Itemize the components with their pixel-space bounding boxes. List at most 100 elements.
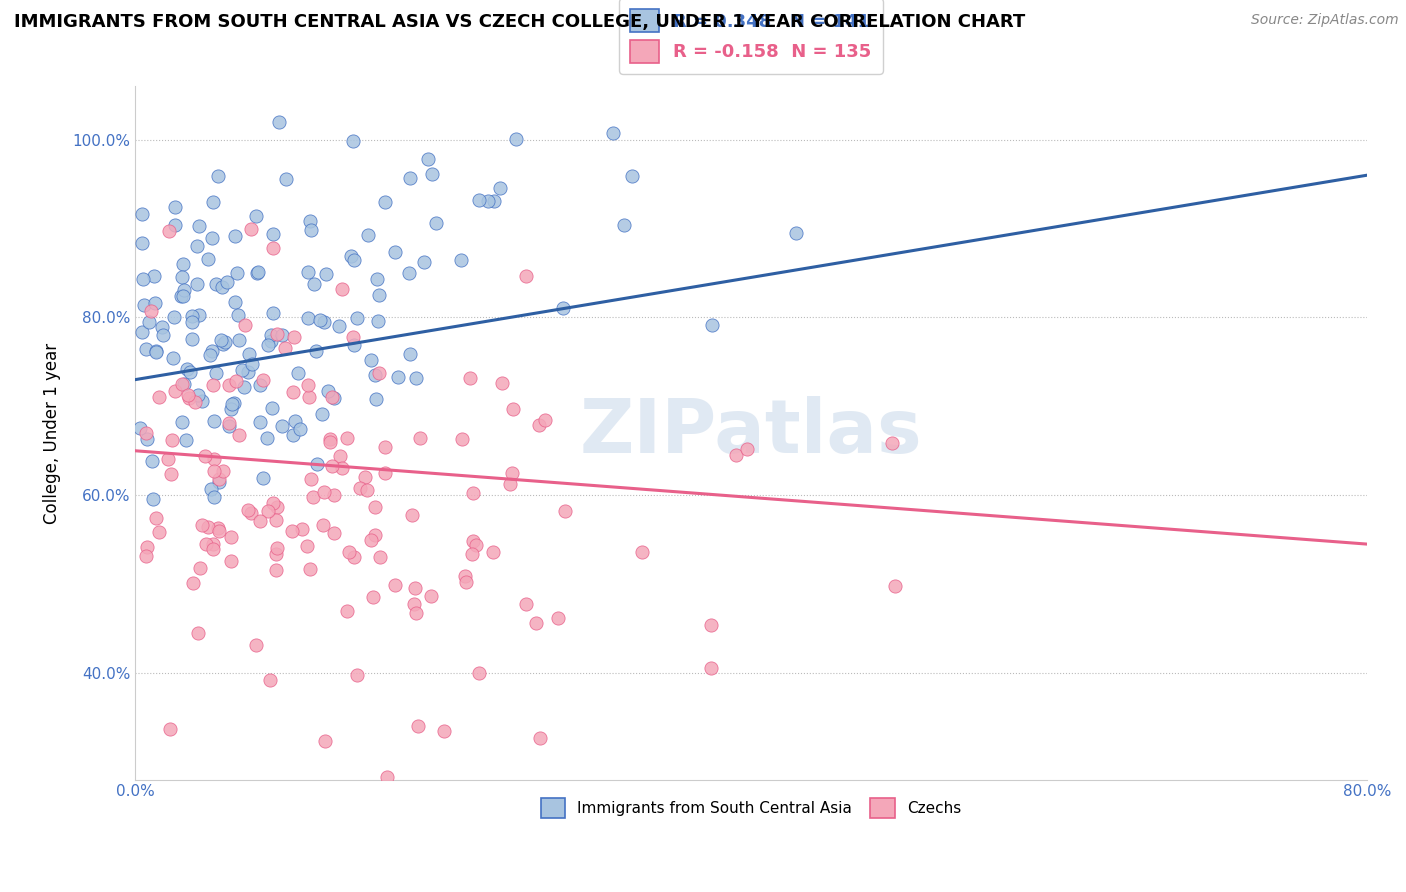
Point [785, 227, 807, 241]
Point [211, 464, 233, 478]
Point [311, 408, 333, 422]
Point [283, 330, 305, 344]
Point [602, 126, 624, 140]
Point [463, 485, 485, 500]
Point [321, 458, 343, 473]
Point [547, 611, 569, 625]
Point [139, 303, 162, 318]
Point [187, 219, 209, 233]
Point [880, 436, 903, 450]
Point [201, 542, 224, 557]
Point [461, 547, 484, 561]
Point [364, 528, 387, 542]
Point [232, 380, 254, 394]
Point [323, 487, 346, 501]
Point [374, 440, 396, 454]
Point [183, 395, 205, 409]
Point [212, 336, 235, 351]
Point [725, 448, 748, 462]
Point [468, 194, 491, 208]
Point [529, 731, 551, 745]
Point [205, 277, 228, 291]
Point [735, 442, 758, 457]
Point [384, 577, 406, 591]
Point [297, 265, 319, 279]
Point [260, 328, 283, 343]
Point [316, 384, 339, 399]
Point [477, 194, 499, 209]
Point [402, 597, 425, 611]
Point [225, 374, 247, 388]
Point [170, 376, 193, 391]
Point [264, 513, 287, 527]
Point [245, 638, 267, 652]
Point [181, 576, 204, 591]
Point [308, 313, 330, 327]
Point [529, 417, 551, 432]
Text: ZIPatlas: ZIPatlas [579, 396, 922, 469]
Point [157, 452, 180, 467]
Point [135, 426, 157, 441]
Point [456, 574, 478, 589]
Point [266, 547, 288, 561]
Point [631, 545, 654, 559]
Point [287, 366, 309, 380]
Point [221, 397, 243, 411]
Point [224, 294, 246, 309]
Point [284, 414, 307, 428]
Point [177, 387, 200, 401]
Point [157, 224, 180, 238]
Point [343, 252, 366, 267]
Point [260, 401, 283, 415]
Point [335, 604, 357, 618]
Point [505, 132, 527, 146]
Point [202, 414, 225, 428]
Point [364, 392, 387, 406]
Point [340, 249, 363, 263]
Point [160, 467, 183, 481]
Point [613, 218, 636, 232]
Point [281, 524, 304, 538]
Point [311, 518, 333, 533]
Point [181, 332, 204, 346]
Point [208, 472, 231, 486]
Point [883, 579, 905, 593]
Point [502, 402, 524, 417]
Point [198, 348, 221, 362]
Point [420, 589, 443, 603]
Point [314, 734, 336, 748]
Point [312, 484, 335, 499]
Point [173, 283, 195, 297]
Point [131, 207, 153, 221]
Point [329, 449, 352, 463]
Point [214, 335, 236, 350]
Point [152, 327, 174, 342]
Point [201, 343, 224, 358]
Point [346, 668, 368, 682]
Point [131, 271, 153, 285]
Point [398, 266, 420, 280]
Point [404, 581, 426, 595]
Point [298, 390, 321, 404]
Point [363, 590, 385, 604]
Point [534, 413, 557, 427]
Point [238, 503, 260, 517]
Point [226, 266, 249, 280]
Point [247, 265, 270, 279]
Point [302, 490, 325, 504]
Point [356, 228, 378, 243]
Point [142, 492, 165, 507]
Point [176, 362, 198, 376]
Point [364, 368, 387, 382]
Point [172, 257, 194, 271]
Point [218, 417, 240, 431]
Point [266, 327, 288, 342]
Point [138, 315, 160, 329]
Point [208, 524, 231, 538]
Point [387, 370, 409, 384]
Point [305, 458, 328, 472]
Point [224, 229, 246, 244]
Point [319, 435, 342, 450]
Point [228, 333, 250, 347]
Point [259, 334, 281, 349]
